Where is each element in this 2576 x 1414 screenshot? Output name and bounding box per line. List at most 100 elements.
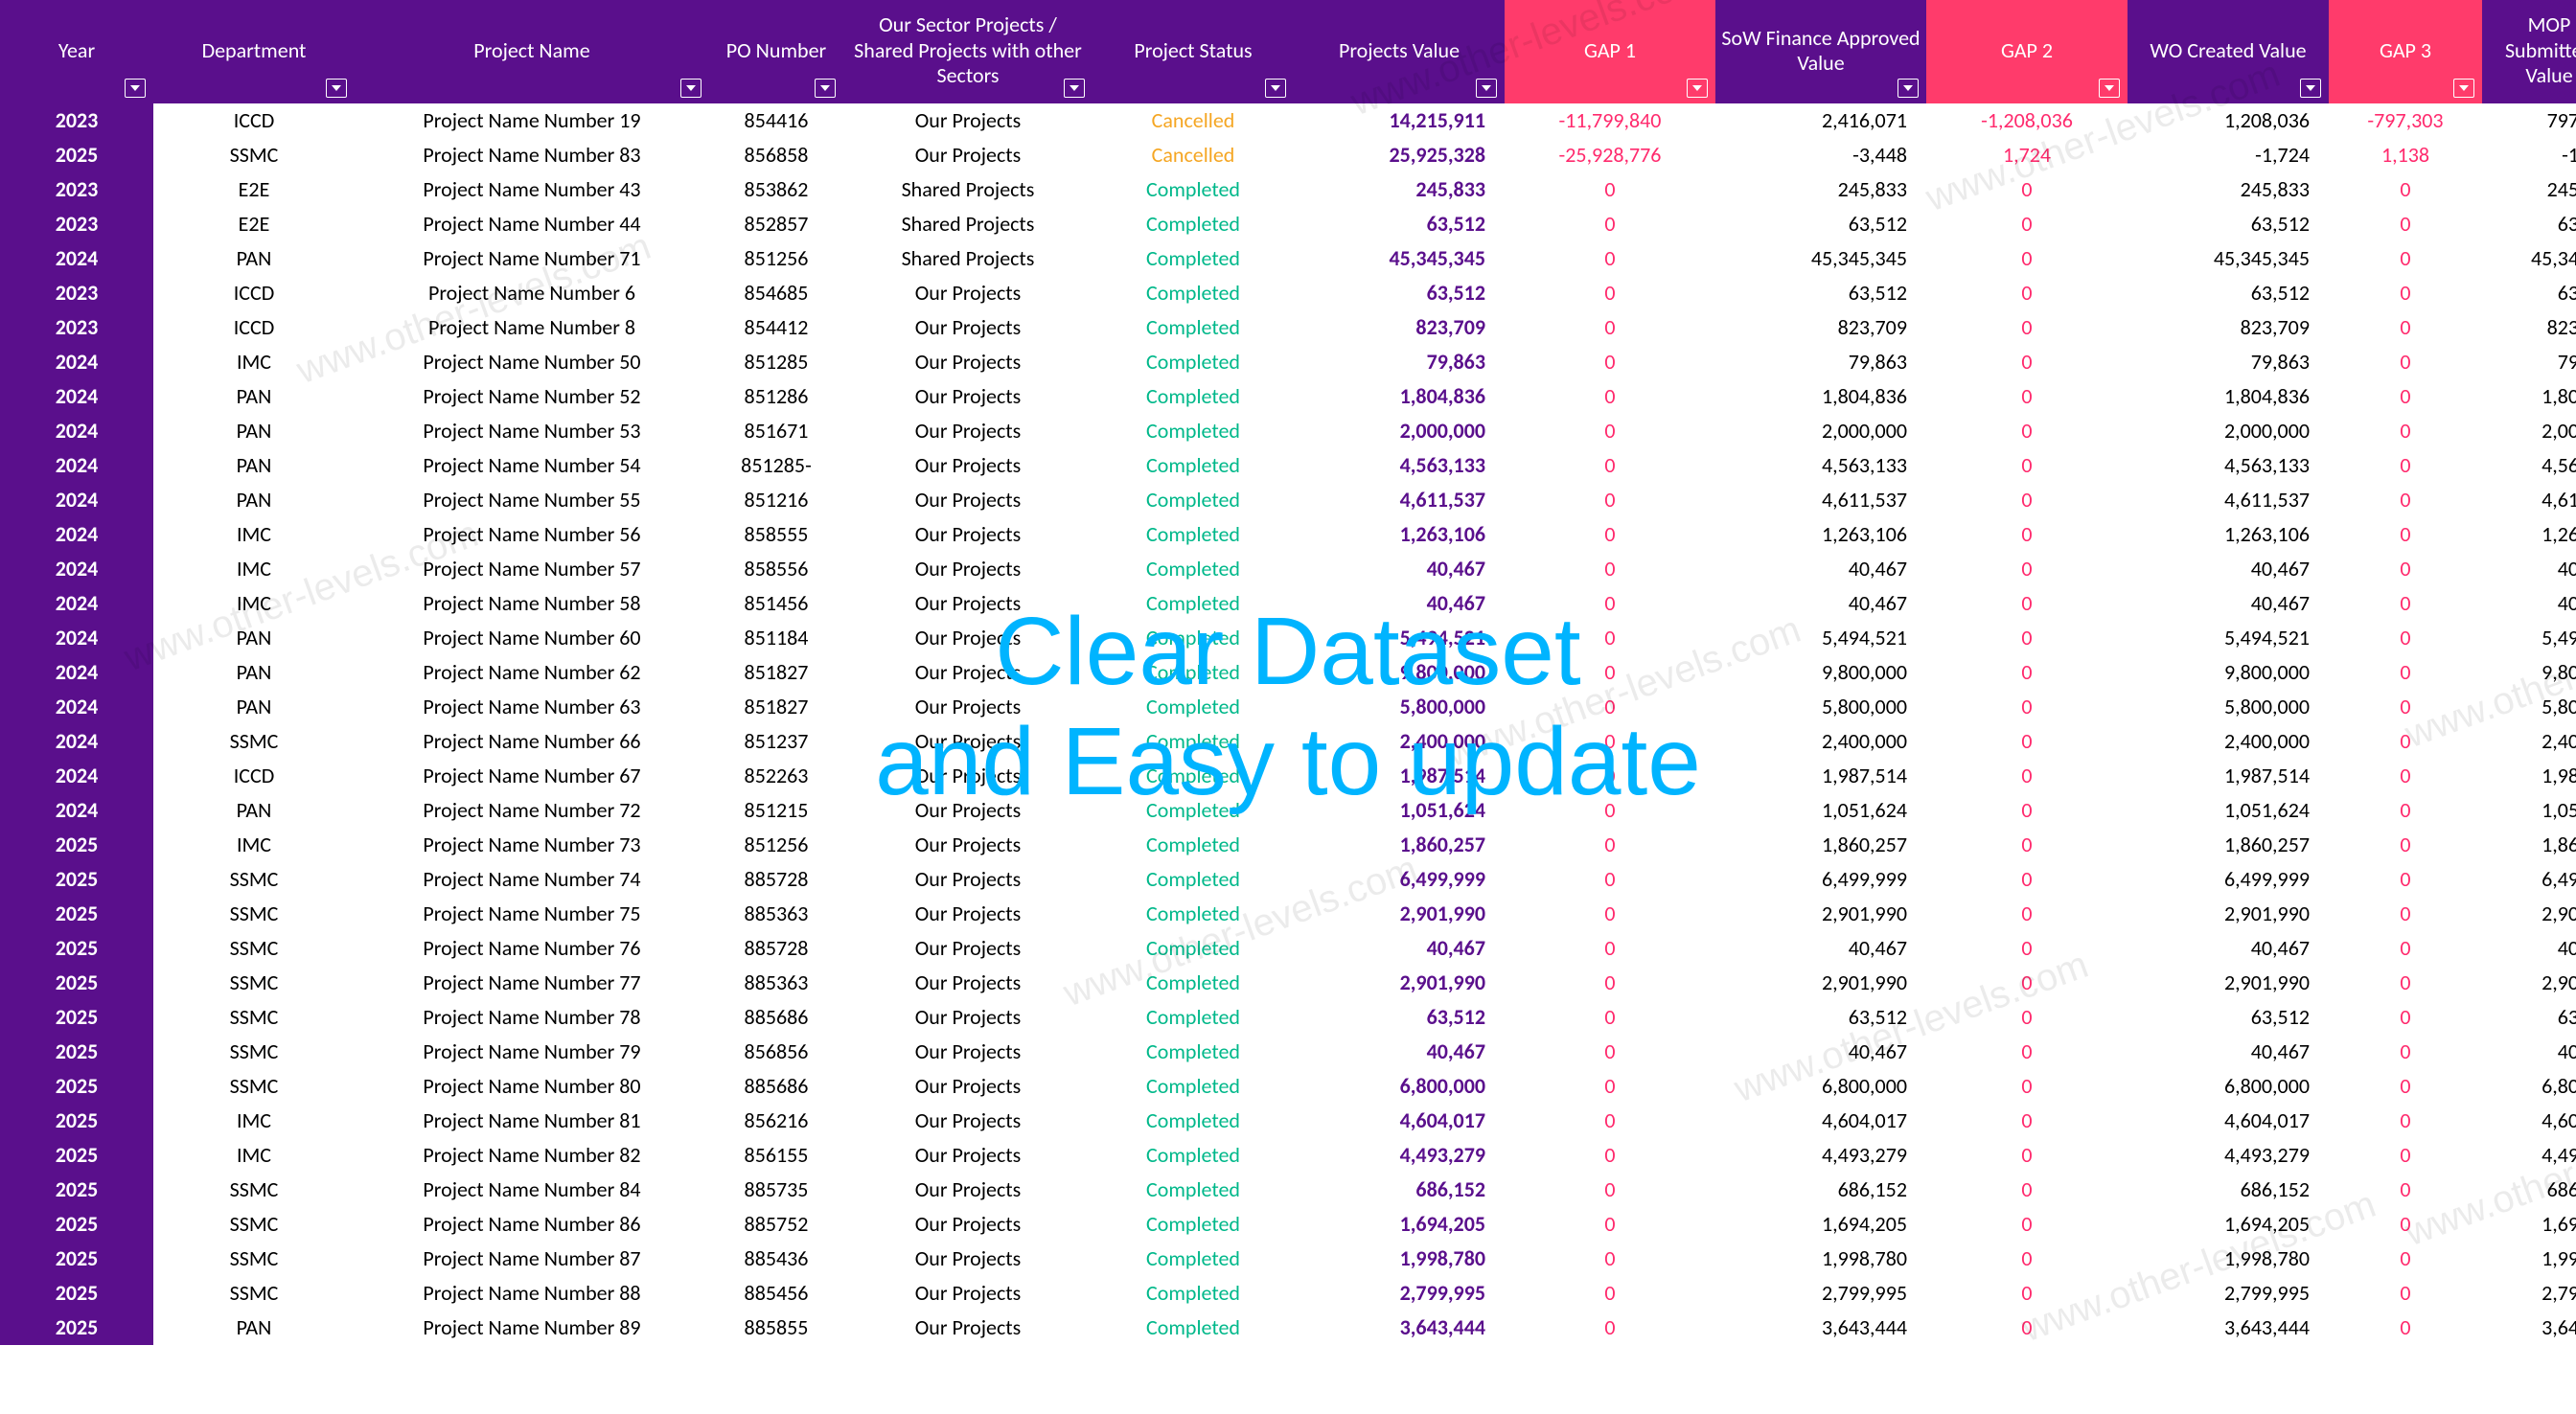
table-row[interactable]: 2025IMCProject Name Number 81856216Our P… xyxy=(0,1104,2576,1138)
cell-po: 851285 xyxy=(709,345,843,379)
table-row[interactable]: 2024SSMCProject Name Number 66851237Our … xyxy=(0,724,2576,759)
table-row[interactable]: 2025SSMCProject Name Number 78885686Our … xyxy=(0,1000,2576,1035)
header-year[interactable]: Year xyxy=(0,0,153,103)
cell-status: Completed xyxy=(1092,345,1294,379)
cell-mop: 2,400,00 xyxy=(2482,724,2576,759)
cell-wo: 3,643,444 xyxy=(2128,1311,2329,1345)
table-row[interactable]: 2024PANProject Name Number 71851256Share… xyxy=(0,241,2576,276)
table-row[interactable]: 2024PANProject Name Number 52851286Our P… xyxy=(0,379,2576,414)
table-row[interactable]: 2025SSMCProject Name Number 76885728Our … xyxy=(0,931,2576,966)
filter-icon[interactable] xyxy=(326,79,347,98)
cell-pname: Project Name Number 79 xyxy=(355,1035,709,1069)
cell-mop: 63,512 xyxy=(2482,207,2576,241)
table-row[interactable]: 2025PANProject Name Number 89885855Our P… xyxy=(0,1311,2576,1345)
cell-mop: 4,611,53 xyxy=(2482,483,2576,517)
table-row[interactable]: 2024PANProject Name Number 72851215Our P… xyxy=(0,793,2576,828)
table-row[interactable]: 2025SSMCProject Name Number 77885363Our … xyxy=(0,966,2576,1000)
cell-year: 2024 xyxy=(0,724,153,759)
table-row[interactable]: 2025SSMCProject Name Number 84885735Our … xyxy=(0,1173,2576,1207)
table-row[interactable]: 2024PANProject Name Number 53851671Our P… xyxy=(0,414,2576,448)
table-row[interactable]: 2024PANProject Name Number 54851285-Our … xyxy=(0,448,2576,483)
cell-sector: Our Projects xyxy=(843,276,1092,310)
cell-sow: 3,643,444 xyxy=(1715,1311,1926,1345)
cell-status: Completed xyxy=(1092,1242,1294,1276)
filter-icon[interactable] xyxy=(815,79,836,98)
cell-sector: Our Projects xyxy=(843,862,1092,897)
header-pname[interactable]: Project Name xyxy=(355,0,709,103)
cell-year: 2024 xyxy=(0,241,153,276)
cell-pvalue: 4,493,279 xyxy=(1294,1138,1505,1173)
cell-sow: 79,863 xyxy=(1715,345,1926,379)
cell-status: Completed xyxy=(1092,172,1294,207)
filter-icon[interactable] xyxy=(1687,79,1708,98)
header-po[interactable]: PO Number xyxy=(709,0,843,103)
table-row[interactable]: 2025SSMCProject Name Number 87885436Our … xyxy=(0,1242,2576,1276)
table-row[interactable]: 2025SSMCProject Name Number 88885456Our … xyxy=(0,1276,2576,1311)
header-sow[interactable]: SoW Finance Approved Value xyxy=(1715,0,1926,103)
header-wo[interactable]: WO Created Value xyxy=(2128,0,2329,103)
filter-icon[interactable] xyxy=(1476,79,1497,98)
header-mop[interactable]: MOP Submitted Value xyxy=(2482,0,2576,103)
cell-mop: 6,499,99 xyxy=(2482,862,2576,897)
cell-sector: Our Projects xyxy=(843,517,1092,552)
table-row[interactable]: 2025SSMCProject Name Number 80885686Our … xyxy=(0,1069,2576,1104)
table-row[interactable]: 2024IMCProject Name Number 50851285Our P… xyxy=(0,345,2576,379)
header-pvalue[interactable]: Projects Value xyxy=(1294,0,1505,103)
table-row[interactable]: 2024ICCDProject Name Number 67852263Our … xyxy=(0,759,2576,793)
header-gap2[interactable]: GAP 2 xyxy=(1926,0,2128,103)
cell-sector: Our Projects xyxy=(843,655,1092,690)
table-row[interactable]: 2024IMCProject Name Number 58851456Our P… xyxy=(0,586,2576,621)
cell-gap1: 0 xyxy=(1505,310,1715,345)
cell-wo: 63,512 xyxy=(2128,207,2329,241)
cell-sow: 4,604,017 xyxy=(1715,1104,1926,1138)
filter-icon[interactable] xyxy=(680,79,702,98)
cell-gap1: 0 xyxy=(1505,966,1715,1000)
cell-pname: Project Name Number 78 xyxy=(355,1000,709,1035)
table-row[interactable]: 2024PANProject Name Number 55851216Our P… xyxy=(0,483,2576,517)
filter-icon[interactable] xyxy=(1064,79,1085,98)
cell-year: 2023 xyxy=(0,172,153,207)
cell-mop: 1,987,51 xyxy=(2482,759,2576,793)
table-row[interactable]: 2025IMCProject Name Number 73851256Our P… xyxy=(0,828,2576,862)
filter-icon[interactable] xyxy=(1265,79,1286,98)
cell-status: Completed xyxy=(1092,1311,1294,1345)
cell-wo: 4,563,133 xyxy=(2128,448,2329,483)
cell-mop: -1,138 xyxy=(2482,138,2576,172)
table-row[interactable]: 2023ICCDProject Name Number 19854416Our … xyxy=(0,103,2576,138)
header-status[interactable]: Project Status xyxy=(1092,0,1294,103)
cell-gap2: 0 xyxy=(1926,483,2128,517)
table-row[interactable]: 2025SSMCProject Name Number 83856858Our … xyxy=(0,138,2576,172)
header-dept[interactable]: Department xyxy=(153,0,355,103)
table-row[interactable]: 2023E2EProject Name Number 44852857Share… xyxy=(0,207,2576,241)
table-row[interactable]: 2024IMCProject Name Number 56858555Our P… xyxy=(0,517,2576,552)
header-gap1[interactable]: GAP 1 xyxy=(1505,0,1715,103)
table-row[interactable]: 2024PANProject Name Number 63851827Our P… xyxy=(0,690,2576,724)
table-row[interactable]: 2023E2EProject Name Number 43853862Share… xyxy=(0,172,2576,207)
cell-pname: Project Name Number 63 xyxy=(355,690,709,724)
filter-icon[interactable] xyxy=(2099,79,2120,98)
table-row[interactable]: 2025IMCProject Name Number 82856155Our P… xyxy=(0,1138,2576,1173)
cell-mop: 1,998,78 xyxy=(2482,1242,2576,1276)
table-row[interactable]: 2023ICCDProject Name Number 6854685Our P… xyxy=(0,276,2576,310)
cell-year: 2025 xyxy=(0,897,153,931)
cell-dept: PAN xyxy=(153,621,355,655)
cell-po: 854412 xyxy=(709,310,843,345)
cell-pname: Project Name Number 75 xyxy=(355,897,709,931)
table-row[interactable]: 2025SSMCProject Name Number 74885728Our … xyxy=(0,862,2576,897)
cell-gap1: 0 xyxy=(1505,793,1715,828)
header-gap3[interactable]: GAP 3 xyxy=(2329,0,2482,103)
table-row[interactable]: 2025SSMCProject Name Number 75885363Our … xyxy=(0,897,2576,931)
table-row[interactable]: 2024PANProject Name Number 60851184Our P… xyxy=(0,621,2576,655)
filter-icon[interactable] xyxy=(125,79,146,98)
table-row[interactable]: 2024IMCProject Name Number 57858556Our P… xyxy=(0,552,2576,586)
header-sector[interactable]: Our Sector Projects / Shared Projects wi… xyxy=(843,0,1092,103)
cell-status: Completed xyxy=(1092,966,1294,1000)
table-row[interactable]: 2025SSMCProject Name Number 86885752Our … xyxy=(0,1207,2576,1242)
table-row[interactable]: 2023ICCDProject Name Number 8854412Our P… xyxy=(0,310,2576,345)
filter-icon[interactable] xyxy=(1898,79,1919,98)
table-row[interactable]: 2024PANProject Name Number 62851827Our P… xyxy=(0,655,2576,690)
filter-icon[interactable] xyxy=(2453,79,2474,98)
filter-icon[interactable] xyxy=(2300,79,2321,98)
table-row[interactable]: 2025SSMCProject Name Number 79856856Our … xyxy=(0,1035,2576,1069)
cell-pname: Project Name Number 89 xyxy=(355,1311,709,1345)
